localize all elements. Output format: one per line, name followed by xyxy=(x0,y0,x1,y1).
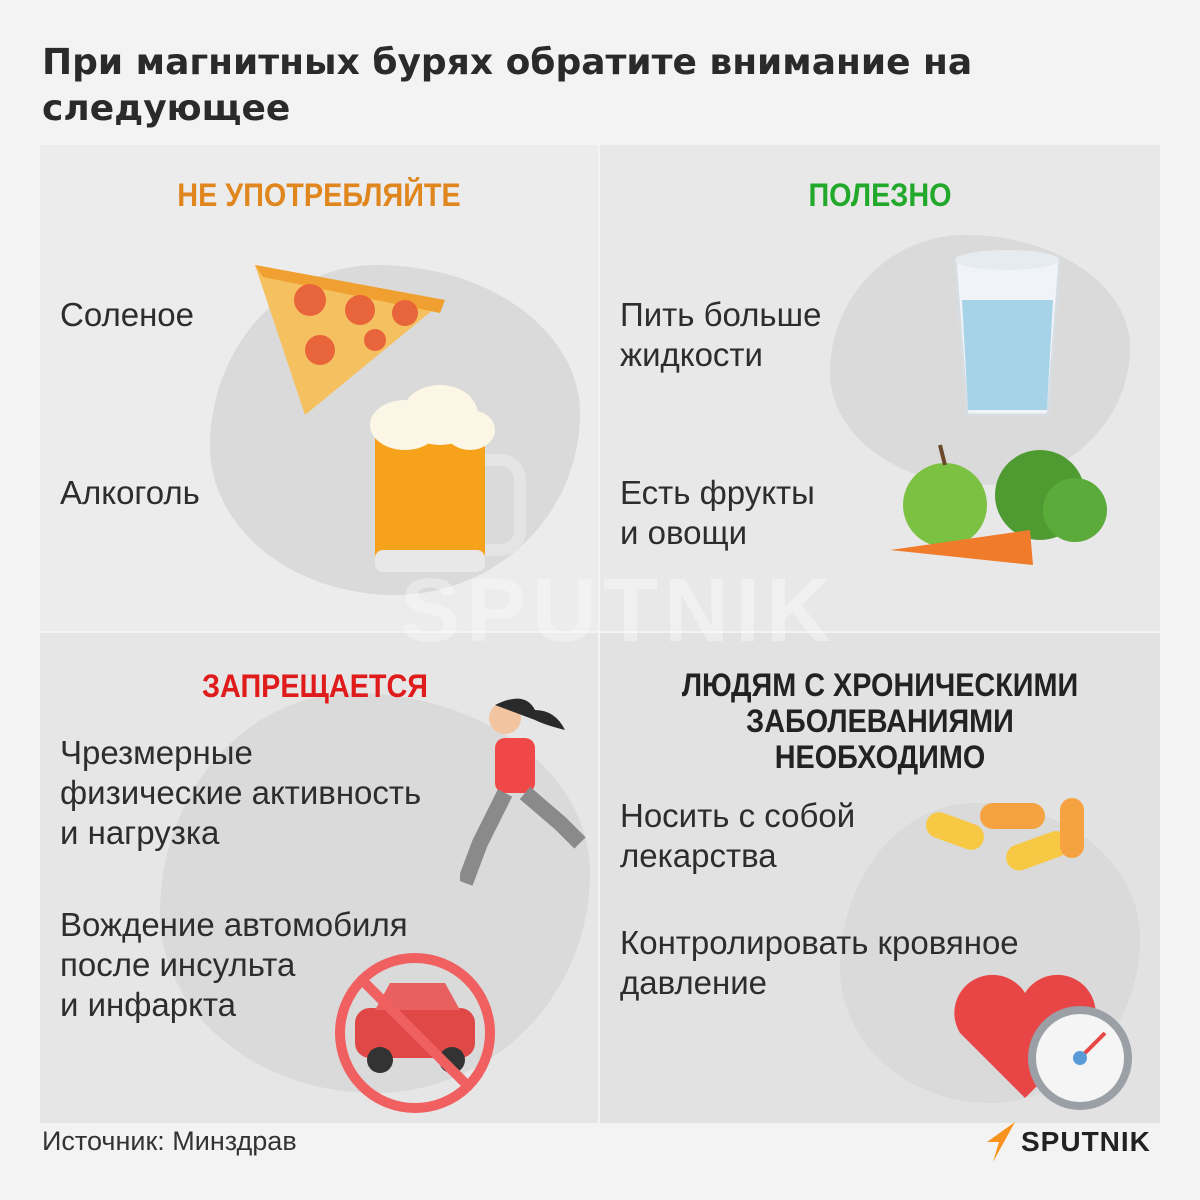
panel-chronic-diseases: ЛЮДЯМ С ХРОНИЧЕСКИМИ ЗАБОЛЕВАНИЯМИ НЕОБХ… xyxy=(600,633,1160,1123)
item-salty: Соленое xyxy=(60,296,194,333)
sputnik-logo: SPUTNIK xyxy=(985,1122,1151,1162)
panel-heading: НЕ УПОТРЕБЛЯЙТЕ xyxy=(177,177,461,213)
item-control-pressure: Контролировать кровяное давление xyxy=(620,924,1019,1001)
sputnik-logo-icon xyxy=(987,1122,1015,1162)
pizza-icon xyxy=(255,265,445,415)
panel-forbidden: ЗАПРЕЩАЕТСЯ Чрезмерные физические активн… xyxy=(40,633,598,1123)
source-text: Источник: Минздрав xyxy=(42,1126,297,1156)
panel-do-not-consume: НЕ УПОТРЕБЛЯЙТЕ Соленое Алкоголь xyxy=(40,145,598,631)
panel-useful: ПОЛЕЗНО Пить больше жидкости Есть фрукты… xyxy=(600,145,1160,631)
no-car-icon xyxy=(335,953,495,1113)
panel-heading: ЗАПРЕЩАЕТСЯ xyxy=(201,668,429,704)
page-title: При магнитных бурях обратите внимание на… xyxy=(42,42,973,129)
item-fruits-vegetables: Есть фрукты и овощи xyxy=(620,474,815,551)
heart-pressure-gauge-icon xyxy=(954,974,1132,1110)
beer-mug-icon xyxy=(370,385,526,572)
running-woman-icon xyxy=(460,698,586,886)
item-carry-medicine: Носить с собой лекарства xyxy=(620,797,856,874)
fruits-vegetables-icon xyxy=(890,444,1107,565)
watermark: SPUTNIK xyxy=(400,561,838,661)
item-physical-activity: Чрезмерные физические активность и нагру… xyxy=(60,734,422,851)
item-alcohol: Алкоголь xyxy=(60,474,200,511)
panel-heading: ПОЛЕЗНО xyxy=(808,177,952,213)
logo-text: SPUTNIK xyxy=(1021,1126,1151,1157)
item-driving: Вождение автомобиля после инсульта и инф… xyxy=(60,906,408,1023)
item-drink-more: Пить больше жидкости xyxy=(620,296,822,373)
water-glass-icon xyxy=(953,250,1062,417)
panel-heading: ЛЮДЯМ С ХРОНИЧЕСКИМИ ЗАБОЛЕВАНИЯМИ НЕОБХ… xyxy=(681,667,1079,775)
pills-icon xyxy=(926,798,1084,871)
